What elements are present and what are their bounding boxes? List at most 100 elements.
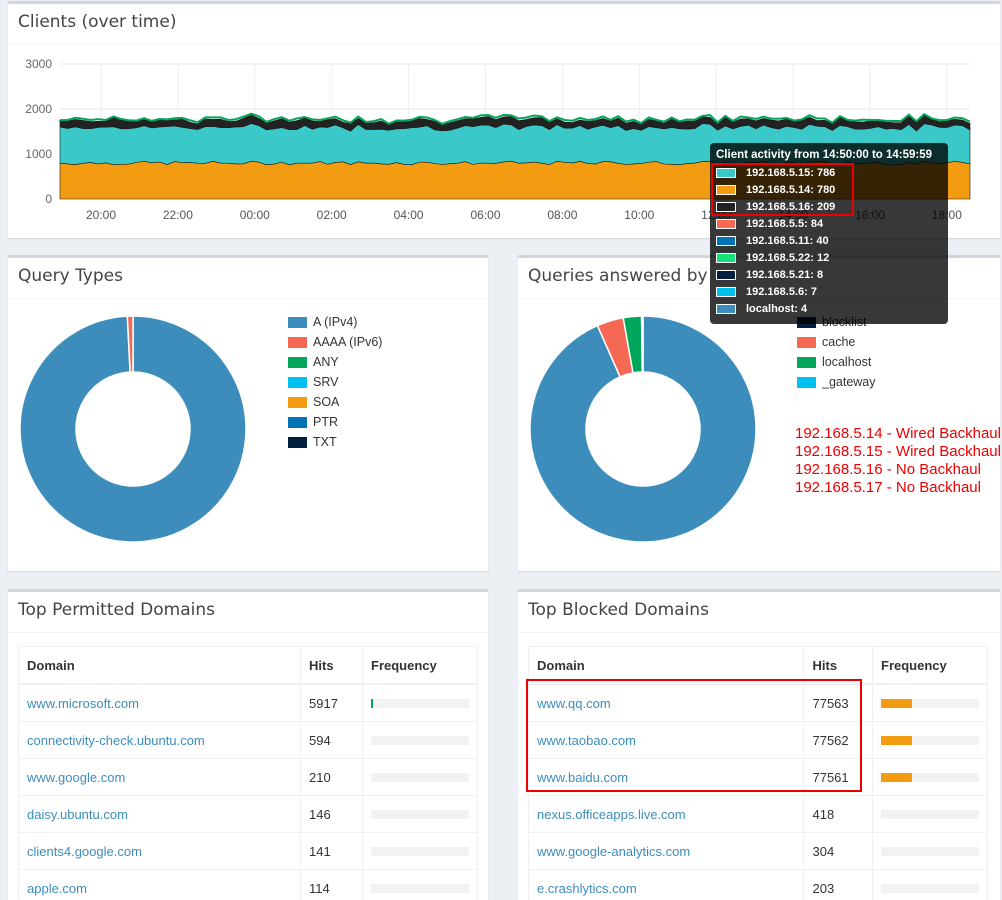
legend-label: _gateway (822, 375, 876, 389)
frequency-bar (371, 884, 469, 893)
tooltip-row: 192.168.5.21: 8 (716, 267, 823, 283)
frequency-column-header[interactable]: Frequency (363, 647, 478, 685)
frequency-cell (873, 833, 988, 870)
pie-slice--gateway[interactable] (642, 316, 643, 372)
domain-link[interactable]: nexus.officeapps.live.com (537, 807, 686, 822)
tooltip-row: 192.168.5.5: 84 (716, 216, 823, 232)
frequency-cell (873, 722, 988, 759)
domain-link[interactable]: apple.com (27, 881, 87, 896)
domain-cell: e.crashlytics.com (529, 870, 804, 900)
legend-item[interactable]: localhost (797, 352, 876, 372)
x-tick-label: 20:00 (86, 208, 116, 222)
frequency-cell (363, 870, 478, 900)
divider (8, 298, 488, 299)
annotation-box-tooltip (711, 163, 854, 216)
x-tick-label: 06:00 (470, 208, 500, 222)
frequency-cell (873, 796, 988, 833)
legend-swatch (288, 337, 307, 348)
domain-column-header[interactable]: Domain (19, 647, 301, 685)
x-tick-label: 00:00 (240, 208, 270, 222)
table-row: apple.com 114 (19, 870, 478, 900)
annotation-box-blocked (526, 679, 862, 792)
legend-label: TXT (313, 435, 337, 449)
domain-link[interactable]: www.google.com (27, 770, 125, 785)
x-tick-label: 04:00 (394, 208, 424, 222)
x-tick-label: 22:00 (163, 208, 193, 222)
tooltip-label: 192.168.5.5: 84 (746, 218, 823, 230)
frequency-bar (881, 810, 979, 819)
legend-swatch (288, 397, 307, 408)
domain-link[interactable]: www.google-analytics.com (537, 844, 690, 859)
hits-cell: 114 (301, 870, 363, 900)
legend-item[interactable]: cache (797, 332, 876, 352)
legend-label: localhost (822, 355, 871, 369)
y-tick-label: 0 (45, 192, 52, 206)
legend-swatch (288, 317, 307, 328)
panel-title: Top Blocked Domains (528, 600, 709, 620)
legend-item[interactable]: AAAA (IPv6) (288, 332, 382, 352)
legend-item[interactable]: SRV (288, 372, 382, 392)
top-permitted-domains-panel: Top Permitted Domains Domain Hits Freque… (8, 589, 488, 900)
tooltip-swatch (716, 219, 736, 229)
tooltip-label: localhost: 4 (746, 303, 807, 315)
legend-label: SRV (313, 375, 338, 389)
hits-column-header[interactable]: Hits (301, 647, 363, 685)
y-tick-label: 3000 (25, 57, 52, 71)
frequency-cell (363, 684, 478, 722)
hits-cell: 146 (301, 796, 363, 833)
domain-cell: www.microsoft.com (19, 684, 301, 722)
note-line: 192.168.5.15 - Wired Backhaul (795, 443, 1001, 460)
legend-item[interactable]: ANY (288, 352, 382, 372)
frequency-bar (371, 736, 469, 745)
tooltip-swatch (716, 253, 736, 263)
domain-link[interactable]: e.crashlytics.com (537, 881, 637, 896)
hits-cell: 203 (804, 870, 873, 900)
frequency-cell (363, 796, 478, 833)
domain-link[interactable]: www.microsoft.com (27, 696, 139, 711)
legend-item[interactable]: SOA (288, 392, 382, 412)
frequency-column-header[interactable]: Frequency (873, 647, 988, 685)
legend-item[interactable]: PTR (288, 412, 382, 432)
hits-cell: 304 (804, 833, 873, 870)
domain-cell: daisy.ubuntu.com (19, 796, 301, 833)
domain-cell: nexus.officeapps.live.com (529, 796, 804, 833)
frequency-bar (371, 810, 469, 819)
legend-swatch (797, 337, 816, 348)
tooltip-swatch (716, 304, 736, 314)
divider (8, 632, 488, 633)
table-row: www.google.com 210 (19, 759, 478, 796)
legend-item[interactable]: A (IPv4) (288, 312, 382, 332)
domain-link[interactable]: clients4.google.com (27, 844, 142, 859)
legend-item[interactable]: TXT (288, 432, 382, 452)
frequency-bar (881, 847, 979, 856)
y-tick-label: 2000 (25, 102, 52, 116)
frequency-cell (363, 833, 478, 870)
frequency-cell (873, 870, 988, 900)
x-tick-label: 02:00 (317, 208, 347, 222)
note-line: 192.168.5.14 - Wired Backhaul (795, 425, 1001, 442)
legend-label: ANY (313, 355, 339, 369)
domain-link[interactable]: daisy.ubuntu.com (27, 807, 128, 822)
hits-cell: 210 (301, 759, 363, 796)
tooltip-label: 192.168.5.21: 8 (746, 269, 823, 281)
legend-label: A (IPv4) (313, 315, 357, 329)
table-row: daisy.ubuntu.com 146 (19, 796, 478, 833)
x-tick-label: 08:00 (547, 208, 577, 222)
legend-swatch (288, 357, 307, 368)
tooltip-swatch (716, 236, 736, 246)
tooltip-row: 192.168.5.11: 40 (716, 233, 829, 249)
frequency-bar (371, 773, 469, 782)
legend-swatch (797, 357, 816, 368)
legend-swatch (288, 377, 307, 388)
x-tick-label: 10:00 (624, 208, 654, 222)
query-types-donut[interactable] (8, 304, 268, 564)
note-line: 192.168.5.16 - No Backhaul (795, 461, 981, 478)
legend-swatch (288, 417, 307, 428)
legend-item[interactable]: _gateway (797, 372, 876, 392)
queries-answered-donut[interactable] (518, 304, 778, 564)
domain-link[interactable]: connectivity-check.ubuntu.com (27, 733, 205, 748)
